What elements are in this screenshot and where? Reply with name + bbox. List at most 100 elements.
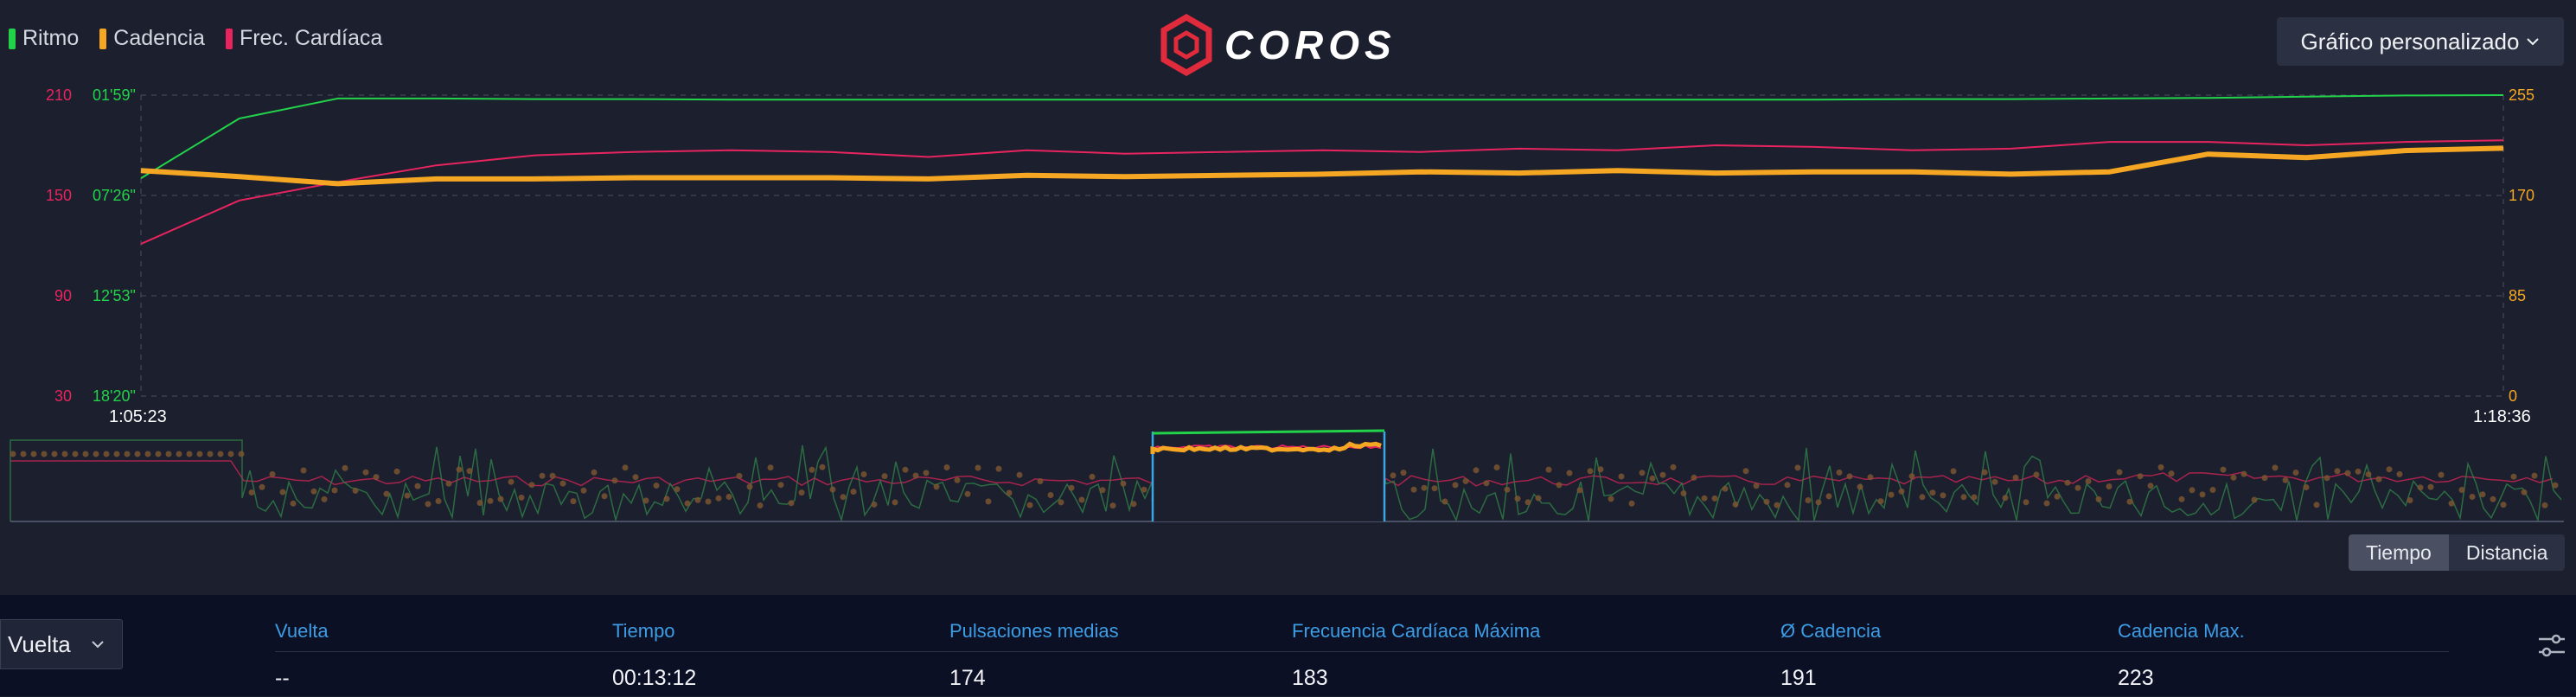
overview-cadence-point (1867, 474, 1874, 481)
overview-cadence-point (1940, 492, 1946, 499)
coros-logo: COROS (1159, 14, 1397, 76)
overview-cadence-point (321, 496, 328, 502)
overview-cadence-point (1670, 464, 1677, 470)
overview-cadence-point (207, 451, 214, 457)
overview-cadence-point (1141, 486, 1147, 493)
overview-cadence-point (1981, 469, 1988, 476)
overview-cadence-point (2417, 484, 2424, 491)
overview-cadence-point (196, 451, 203, 457)
overview-cadence-point (290, 500, 297, 507)
overview-cadence-point (435, 498, 442, 504)
overview-cadence-point (1130, 501, 1137, 508)
overview-cadence-point (373, 474, 380, 481)
overview-cadence-point (2552, 482, 2559, 489)
overview-cadence-point (2313, 502, 2320, 508)
overview-cadence-point (549, 472, 556, 479)
overview-cadence-point (30, 451, 37, 457)
lap-stats-panel: Vuelta Vuelta Tiempo Pulsaciones medias … (0, 595, 2576, 696)
overview-cadence-point (964, 490, 971, 497)
overview-cadence-point (1452, 482, 1459, 489)
overview-cadence-point (393, 468, 400, 475)
overview-cadence-point (580, 487, 587, 494)
overview-cadence-point (2500, 502, 2507, 508)
overview-cadence-point (2458, 487, 2465, 493)
overview-cadence-point (2074, 484, 2081, 491)
overview-cadence-point (798, 489, 805, 496)
column-header: Ø Cadencia (1780, 620, 1882, 642)
legend-label-pace: Ritmo (22, 26, 80, 50)
overview-cadence-point (1462, 477, 1469, 484)
overview-cadence-point (1421, 484, 1428, 491)
y-tick-label-cadence: 0 (2509, 387, 2517, 405)
overview-cadence-point (2178, 496, 2185, 502)
overview-cadence-point (1504, 486, 1511, 493)
overview-cadence-point (497, 496, 504, 502)
x-tick-label-start: 1:05:23 (109, 407, 167, 424)
overview-cadence-point (809, 466, 815, 473)
table-cell: 191 (1780, 666, 1817, 690)
lap-type-dropdown[interactable]: Vuelta (0, 619, 123, 669)
overview-cadence-point (217, 451, 224, 457)
overview-cadence-point (310, 488, 317, 495)
overview-cadence-point (975, 464, 981, 471)
overview-cadence-point (2033, 471, 2040, 478)
legend-item-cadence[interactable]: Cadencia (99, 26, 205, 51)
overview-cadence-point (860, 471, 867, 477)
overview-cadence-point (82, 451, 89, 457)
overview-cadence-point (2189, 487, 2196, 494)
overview-cadence-point (1991, 478, 1998, 485)
overview-cadence-point (902, 466, 909, 473)
overview-cadence-point (1047, 492, 1054, 498)
legend-item-heart-rate[interactable]: Frec. Cardíaca (225, 26, 383, 51)
overview-cadence-point (2365, 471, 2372, 477)
legend-swatch-cadence (99, 28, 107, 49)
overview-cadence-point (2407, 497, 2413, 503)
lap-type-label: Vuelta (8, 630, 71, 657)
legend-label-cadence: Cadencia (113, 26, 205, 50)
overview-cadence-point (508, 478, 515, 485)
overview-cadence-point (248, 489, 255, 496)
overview-cadence-point (1597, 466, 1604, 473)
overview-cadence-point (611, 477, 618, 484)
overview-selection-pace (1152, 429, 1385, 435)
overview-cadence-point (819, 464, 826, 470)
legend-item-pace[interactable]: Ritmo (9, 26, 79, 51)
overview-cadence-point (2251, 496, 2258, 503)
legend-label-heart-rate: Frec. Cardíaca (239, 26, 383, 50)
overview-cadence-point (362, 469, 369, 476)
sliders-icon[interactable] (2537, 631, 2566, 661)
overview-cadence-point (124, 451, 131, 457)
chevron-down-icon (2527, 38, 2540, 46)
overview-pace-line (10, 439, 2562, 523)
overview-cadence-point (2054, 493, 2061, 500)
overview-cadence-point (134, 451, 141, 457)
legend-swatch-heart-rate (225, 28, 233, 49)
table-row[interactable]: -- 00:13:12 174 183 191 223 (275, 652, 2449, 697)
overview-cadence-point (2064, 479, 2071, 486)
overview-cadence-point (1722, 485, 1729, 492)
overview-cadence-point (1099, 487, 1106, 494)
overview-cadence-point (487, 497, 494, 504)
overview-cadence-point (1836, 469, 1843, 476)
overview-cadence-point (1431, 485, 1438, 492)
custom-chart-dropdown[interactable]: Gráfico personalizado (2277, 17, 2564, 66)
overview-cadence-point (892, 499, 898, 506)
overview-cadence-point (985, 498, 992, 505)
overview-cadence-point (2023, 499, 2029, 506)
overview-cadence-point (1639, 470, 1646, 476)
overview-cadence-point (113, 451, 120, 457)
overview-cadence-point (2116, 469, 2123, 476)
overview-cadence-point (2355, 468, 2362, 475)
overview-cadence-point (1618, 473, 1625, 480)
tab-time[interactable]: Tiempo (2349, 534, 2449, 571)
metrics-line-chart[interactable]: 210 150 90 30 01'59" 07'26" 12'53" 18'20" 255 170… (0, 78, 2576, 424)
overview-cadence-point (2261, 475, 2268, 482)
overview-cadence-point (1929, 489, 1936, 496)
overview-cadence-point (2469, 494, 2476, 500)
overview-cadence-point (2240, 470, 2247, 477)
overview-cadence-point (10, 451, 16, 457)
overview-cadence-point (1877, 498, 1884, 505)
overview-timeline[interactable] (0, 428, 2576, 528)
overview-cadence-point (414, 483, 421, 489)
tab-distance[interactable]: Distancia (2448, 534, 2566, 571)
